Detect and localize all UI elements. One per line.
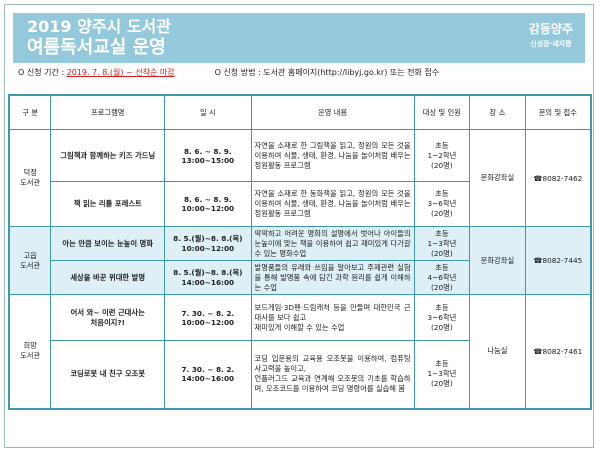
table-row: 희망 도서관 어서 와~ 이런 근대사는 처음이지?! 7. 30. ~ 8. 2.… (8, 294, 592, 409)
page-frame (4, 4, 594, 448)
program-target: 초등 4~6학년 (20명) (413, 260, 471, 295)
program-date: 7. 30. ~ 8. 2. 14:00~16:00 (164, 340, 252, 409)
program-date: 7. 30. ~ 8. 2. 10:00~12:00 (164, 294, 252, 341)
program-content: 보드게임·3D펜·드림캐처 등을 만들며 대한민국 근대사를 보다 쉽고 재미있… (250, 294, 415, 341)
contact-phone: ☎8082-7462 (524, 129, 592, 227)
program-place: 문화강좌실 (469, 129, 526, 227)
column-header: 문의 및 접수 (524, 94, 592, 130)
program-name: 책 읽는 리틀 포레스트 (50, 181, 166, 227)
table-row: 세상을 바꾼 위대한 발명 8. 5.(월)~8. 8.(목) 14:00~16:… (9, 260, 591, 295)
page-title: 2019 양주시 도서관 여름독서교실 운영 (27, 16, 171, 58)
table-row: 덕정 도서관 그림책과 함께하는 키즈 가드닝 8. 6. ~ 8. 9. 13:0… (8, 129, 592, 227)
library-name: 희망 도서관 (8, 294, 52, 409)
application-info: O 신청 기간 : 2019. 7. 8.(월) ~ 선착순 마감 O 신청 방법… (18, 67, 439, 78)
table-row: 고읍 도서관 아는 만큼 보이는 눈높이 명화 8. 5.(월)~8. 8.(목) … (8, 226, 592, 295)
title-line-1: 2019 양주시 도서관 (27, 17, 171, 36)
program-content: 자연을 소재로 한 그림책을 읽고, 정원의 모든 것을 이용하여 식물, 생태… (250, 129, 415, 182)
program-target: 초등 3~6학년 (20명) (413, 294, 471, 341)
program-content: 자연을 소재로 한 동화책을 읽고, 정원의 모든 것을 이용하여 식물, 생태… (250, 181, 415, 227)
program-date: 8. 5.(월)~8. 8.(목) 10:00~12:00 (164, 226, 252, 261)
period-value: 2019. 7. 8.(월) ~ 선착순 마감 (66, 68, 175, 77)
column-header: 구 분 (8, 94, 52, 130)
program-target: 초등 1~2학년 (20명) (413, 129, 471, 182)
contact-phone: ☎8082-7461 (524, 294, 592, 409)
program-content: 발명품들의 유래와 쓰임을 알아보고 주제관련 실험을 통해 발명품 속에 담긴… (250, 260, 415, 295)
program-content: 딱딱하고 어려운 명화의 설명에서 벗어나 아이들의 눈높이에 맞는 책을 이용… (250, 226, 415, 261)
period-label: O 신청 기간 : (18, 68, 67, 77)
table-header: 구 분 프로그램명 일 시 운영 내용 대상 및 인원 장 소 문의 및 접수 (8, 94, 592, 130)
program-name: 코딩로봇 내 친구 오조봇 (50, 340, 166, 409)
program-name: 어서 와~ 이런 근대사는 처음이지?! (50, 294, 166, 341)
program-target: 초등 3~6학년 (20명) (413, 181, 471, 227)
program-name: 세상을 바꾼 위대한 발명 (50, 260, 166, 295)
title-banner: 2019 양주시 도서관 여름독서교실 운영 감동양주 신성장·새지평 (13, 13, 585, 63)
program-place: 문화강좌실 (469, 226, 526, 295)
contact-phone: ☎8082-7445 (524, 226, 592, 295)
table-row: 책 읽는 리틀 포레스트 8. 6. ~ 8. 9. 10:00~12:00 자연을… (9, 181, 591, 227)
program-date: 8. 5.(월)~8. 8.(목) 14:00~16:00 (164, 260, 252, 295)
logo-sub: 신성장·새지평 (530, 40, 572, 48)
method-info: O 신청 방법 : 도서관 홈페이지(http://libyj.go.kr) 또… (214, 68, 440, 77)
column-header: 프로그램명 (50, 94, 166, 130)
program-name: 그림책과 함께하는 키즈 가드닝 (50, 129, 166, 182)
column-header: 일 시 (164, 94, 252, 130)
program-date: 8. 6. ~ 8. 9. 10:00~12:00 (164, 181, 252, 227)
program-name: 아는 만큼 보이는 눈높이 명화 (50, 226, 166, 261)
table-row: 코딩로봇 내 친구 오조봇 7. 30. ~ 8. 2. 14:00~16:00 코… (9, 340, 591, 409)
column-header: 대상 및 인원 (413, 94, 471, 130)
program-content: 코딩 입문용의 교육용 오조봇을 이용하여, 컴퓨팅 사고력을 높이고, 언플러… (250, 340, 415, 409)
library-name: 덕정 도서관 (8, 129, 52, 227)
program-date: 8. 6. ~ 8. 9. 13:00~15:00 (164, 129, 252, 182)
program-place: 나눔실 (469, 294, 526, 409)
title-line-2: 여름독서교실 운영 (27, 37, 166, 58)
column-header: 장 소 (469, 94, 526, 130)
logo-main: 감동양주 (528, 22, 573, 36)
program-table: 구 분 프로그램명 일 시 운영 내용 대상 및 인원 장 소 문의 및 접수 덕정 도서관… (8, 94, 592, 410)
program-target: 초등 1~3학년 (20명) (413, 340, 471, 409)
program-target: 초등 1~3학년 (20명) (413, 226, 471, 261)
city-logo: 감동양주 신성장·새지평 (529, 20, 573, 49)
library-name: 고읍 도서관 (8, 226, 52, 295)
column-header: 운영 내용 (250, 94, 415, 130)
